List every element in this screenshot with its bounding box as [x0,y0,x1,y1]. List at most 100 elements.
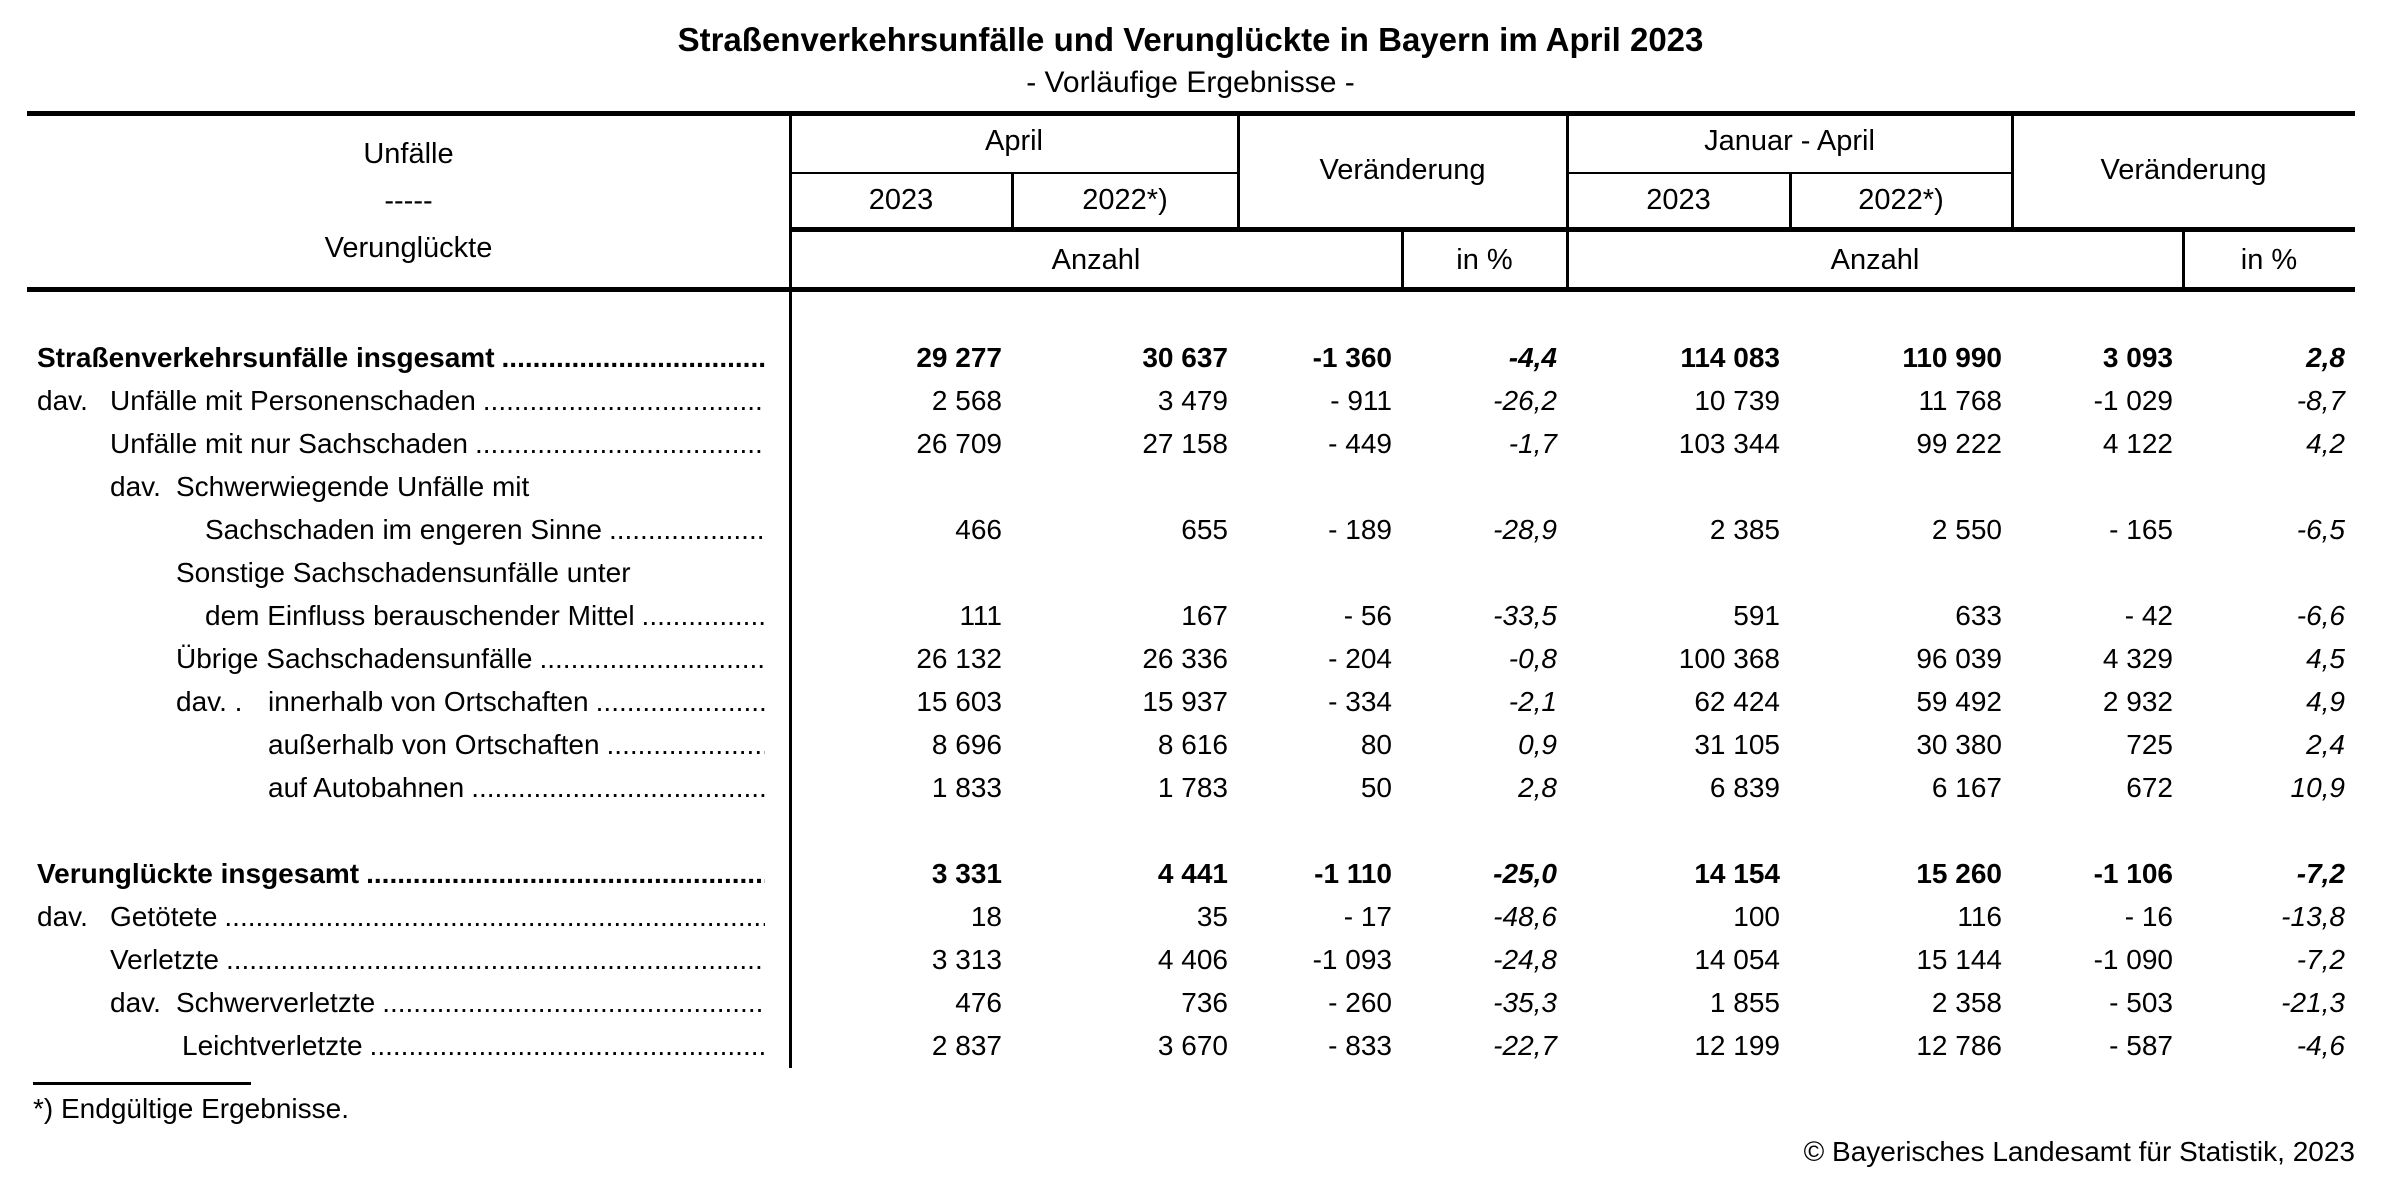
body-stub-divider [789,291,792,1068]
dot-leader: ........................................… [225,943,765,975]
value-cell: - 587 [2109,1029,2173,1061]
table-row: dav. Getötete............................… [27,895,2355,938]
value-cell: 167 [1181,599,1228,631]
block-gap [27,809,2355,852]
value-cell: -8,7 [2296,384,2345,416]
footnote-rule [33,1082,251,1085]
stub-divider [789,111,792,291]
dot-leader: ........................................… [474,427,765,459]
row-label: dem Einfluss berauschender Mittel [205,599,635,631]
value-cell: 18 [970,900,1002,932]
value-cell: 4 406 [1157,943,1228,975]
value-cell: 4 441 [1157,857,1228,889]
header-bottom-rule [27,287,2355,292]
table-row: dav. Unfälle mit Personenschaden.........… [27,379,2355,422]
value-cell: 12 786 [1916,1029,2002,1061]
value-cell: -25,0 [1493,857,1557,889]
row-label: außerhalb von Ortschaften [268,728,600,760]
dot-leader: ........................................… [608,513,765,545]
page-title: Straßenverkehrsunfälle und Verunglückte … [677,21,1704,58]
value-cell: 672 [2126,771,2173,803]
table-row: Straßenverkehrsunfälle insgesamt........… [27,336,2355,379]
value-cell: 100 [1733,900,1780,932]
value-cell: 3 331 [931,857,1002,889]
value-cell: 11 768 [1918,384,2002,416]
table-header: Unfälle ----- Verunglückte April Verände… [27,111,2355,292]
divider-2022-change-b [2011,111,2014,229]
value-cell: - 16 [2124,900,2173,932]
dot-leader: ........................................… [471,771,765,803]
stub-line-unfaelle: Unfälle [363,137,454,170]
value-cell: 4,2 [2306,427,2345,459]
value-cell: - 260 [1328,986,1392,1018]
row-label: Leichtverletzte [182,1029,363,1061]
value-cell: 27 158 [1142,427,1228,459]
row-label: Straßenverkehrsunfälle insgesamt [37,341,495,373]
dot-leader: ........................................… [501,341,765,373]
value-cell: 736 [1181,986,1228,1018]
row-label-cell: Leichtverletzte.........................… [27,1030,790,1062]
value-cell: 6 839 [1709,771,1780,803]
value-cell: - 503 [2109,986,2173,1018]
col-group-april: April [984,125,1043,157]
value-cell: 116 [1957,900,2002,932]
col-group-jan-april: Januar - April [1704,125,1875,157]
value-cell: 103 344 [1678,427,1780,459]
value-cell: 2 837 [931,1029,1002,1061]
value-cell: 1 855 [1709,986,1780,1018]
value-cell: 29 277 [916,341,1002,373]
value-cell: 466 [955,513,1002,545]
value-cell: 2 358 [1931,986,2002,1018]
value-cell: - 911 [1330,384,1392,416]
value-cell: 476 [955,986,1002,1018]
row-label: Übrige Sachschadensunfälle [176,642,533,674]
value-cell: - 449 [1328,427,1392,459]
value-cell: -1 360 [1312,341,1392,373]
row-label: Getötete [110,900,218,932]
table-row: dav. Schwerverletzte.....................… [27,981,2355,1024]
value-cell: -48,6 [1493,900,1557,932]
table-row: dav. . innerhalb von Ortschaften.........… [27,680,2355,723]
value-cell: 4,5 [2306,642,2345,674]
table-row: dav. Schwerwiegende Unfälle mit [27,465,2355,508]
value-cell: 50 [1360,771,1392,803]
value-cell: -1 029 [2093,384,2173,416]
divider-anzahl-pct-b [2182,229,2185,291]
row-label-cell: Verletzte...............................… [27,944,790,976]
row-prefix: dav. [37,900,88,932]
row-label: auf Autobahnen [268,771,465,803]
value-cell: 100 368 [1678,642,1780,674]
value-cell: 2 385 [1709,513,1780,545]
statistics-table: Unfälle ----- Verunglückte April Verände… [27,111,2355,1068]
value-cell: -35,3 [1493,986,1557,1018]
value-cell: 14 154 [1694,857,1780,889]
value-cell: - 204 [1328,642,1392,674]
dot-leader: ........................................… [382,986,765,1018]
value-cell: 4 122 [2102,427,2173,459]
row-label: innerhalb von Ortschaften [268,685,589,717]
value-cell: 0,9 [1518,728,1557,760]
value-cell: -0,8 [1508,642,1557,674]
row-label-cell: dav. Schwerverletzte.....................… [27,987,790,1019]
stub-header: Unfälle ----- Verunglückte [27,111,790,291]
value-cell: 591 [1733,599,1780,631]
value-cell: 96 039 [1916,642,2002,674]
footnote: *) Endgültige Ergebnisse. [33,1093,349,1124]
value-cell: - 56 [1343,599,1392,631]
col-2023-jan-april: 2023 [1646,184,1711,216]
dot-leader: ........................................… [482,384,765,416]
stub-line-dashes: ----- [384,184,433,217]
value-cell: 15 260 [1916,857,2002,889]
value-cell: 8 616 [1157,728,1228,760]
value-cell: 10,9 [2290,771,2346,803]
value-cell: -1 110 [1314,857,1392,889]
value-cell: -4,4 [1508,341,1557,373]
row-label-cell: Unfälle mit nur Sachschaden.............… [27,428,790,460]
col-2022-jan-april: 2022*) [1858,184,1944,216]
value-cell: 3 670 [1157,1029,1228,1061]
value-cell: 725 [2126,728,2173,760]
value-cell: - 17 [1343,900,1392,932]
row-label: Schwerwiegende Unfälle mit [176,470,530,502]
header-mid-rule [790,227,2355,232]
